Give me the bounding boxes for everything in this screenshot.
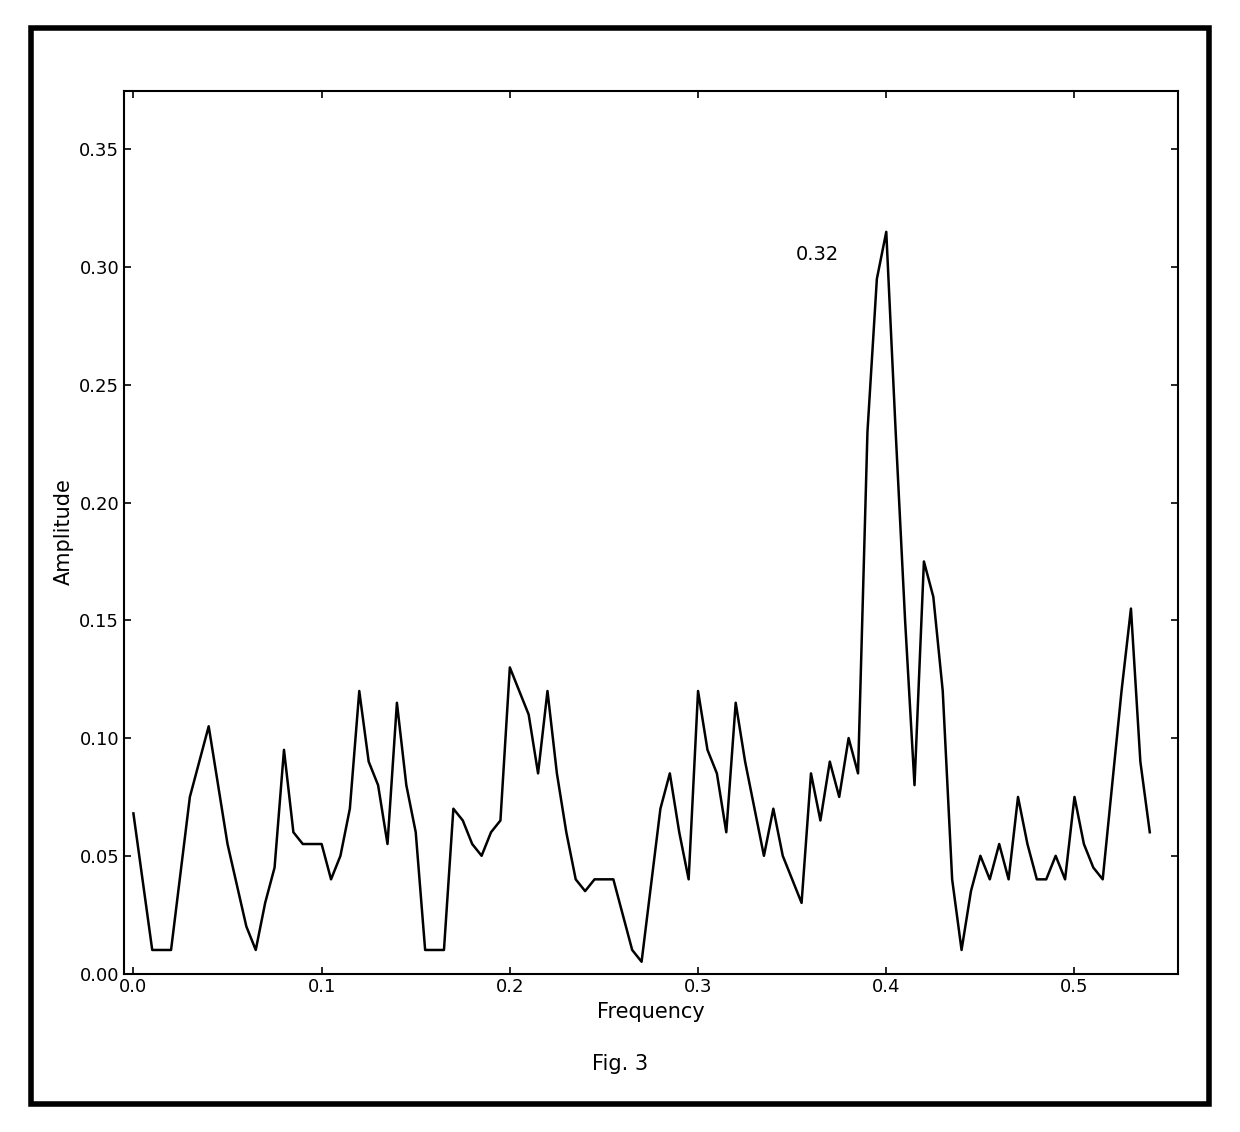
Text: 0.32: 0.32: [796, 246, 839, 264]
Text: Fig. 3: Fig. 3: [591, 1054, 649, 1074]
Y-axis label: Amplitude: Amplitude: [53, 479, 73, 585]
X-axis label: Frequency: Frequency: [598, 1002, 704, 1022]
